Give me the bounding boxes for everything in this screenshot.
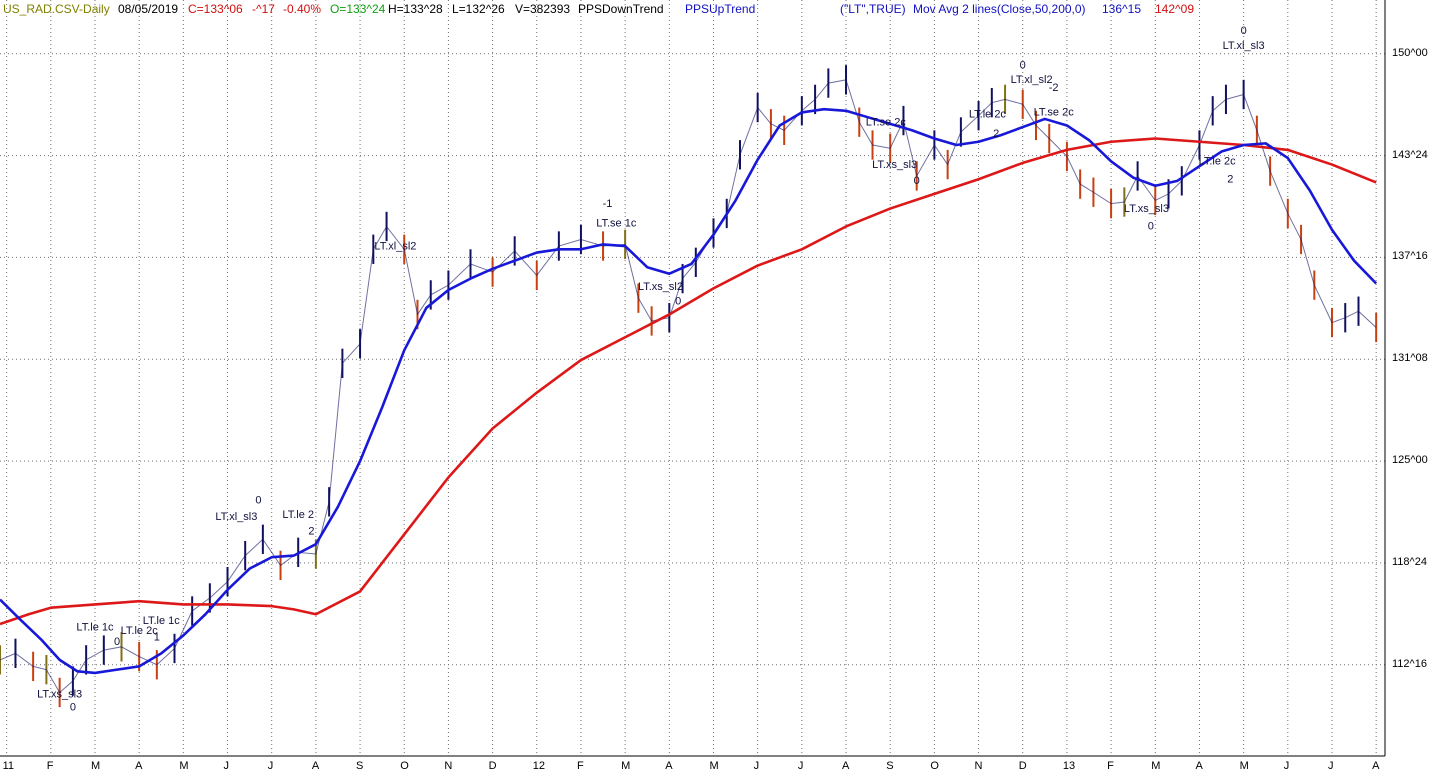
time-tick-label: D	[1018, 760, 1027, 772]
signal-label: LT.xs_sl3	[872, 159, 917, 171]
time-tick-label: M	[709, 760, 719, 772]
time-tick-label: J	[753, 760, 760, 772]
signal-label: 0	[914, 175, 920, 187]
signal-label: LT.xl_sl3	[215, 511, 257, 523]
ma200-value: 142^09	[1155, 2, 1194, 16]
price-tick-label: 125^00	[1392, 454, 1428, 467]
signal-label: -1	[603, 198, 613, 210]
time-tick-label: M	[1151, 760, 1161, 772]
signal-label: LT.le 1c	[76, 622, 114, 634]
signal-label: 2	[993, 128, 999, 140]
signal-label: 2	[1227, 173, 1233, 185]
close-price-line	[0, 79, 1377, 694]
time-tick-label: D	[488, 760, 497, 772]
signal-label: 2	[308, 525, 314, 537]
time-tick-label: F	[46, 760, 54, 772]
time-tick-label: M	[621, 760, 631, 772]
time-tick-label: M	[1239, 760, 1249, 772]
price-tick-label: 131^08	[1392, 352, 1428, 365]
price-tick-label: 137^16	[1392, 250, 1428, 263]
price-tick-label: 150^00	[1392, 46, 1428, 59]
time-tick-label: S	[356, 760, 364, 772]
change-label: -^17	[252, 2, 275, 16]
time-tick-label: J	[1327, 760, 1334, 772]
grid	[0, 0, 1385, 756]
high-label: H=133^28	[388, 2, 443, 16]
price-tick-label: 143^24	[1392, 148, 1428, 161]
signal-label: 0	[70, 701, 76, 713]
ma50-value: 136^15	[1102, 2, 1141, 16]
time-tick-label: N	[444, 760, 453, 772]
close-label: C=133^06	[188, 2, 243, 16]
volume-label: V=382393	[515, 2, 571, 16]
signal-label: 1	[154, 631, 160, 643]
signal-label: LT.le 2c	[969, 108, 1007, 120]
time-tick-label: A	[1372, 760, 1380, 772]
signal-label: -2	[1049, 82, 1059, 94]
symbol-label: US_RAD.CSV-Daily	[3, 2, 110, 16]
time-tick-label: 11	[2, 760, 15, 772]
date-label: 08/05/2019	[118, 2, 179, 16]
time-tick-label: 13	[1062, 760, 1076, 772]
signal-label: 0	[1241, 25, 1247, 37]
pct-label: -0.40%	[283, 2, 322, 16]
signal-label: 0	[255, 494, 261, 506]
signal-label: LT.xs_sl3	[37, 688, 82, 700]
time-tick-label: S	[886, 760, 894, 772]
signal-label: 0	[1020, 59, 1026, 71]
signal-label: LT.xs_sl3	[1124, 203, 1169, 215]
ma200-line	[0, 137, 1377, 626]
time-tick-label: A	[135, 760, 143, 772]
time-tick-label: F	[1107, 760, 1114, 772]
signal-label: LT.le 2c	[1199, 156, 1237, 168]
time-tick-label: M	[179, 760, 189, 772]
signal-label: LT.xl_sl2	[1011, 74, 1053, 86]
time-tick-label: J	[1283, 760, 1290, 772]
ma50-line	[0, 107, 1378, 675]
time-tick-label: F	[576, 760, 584, 772]
signal-label: 0	[1148, 221, 1154, 233]
signal-label: LT.xl_sl3	[1223, 40, 1265, 52]
indicator-mov-avg: Mov Avg 2 lines(Close,50,200,0)	[913, 2, 1086, 16]
indicator-lt: ("LT",TRUE)	[840, 2, 906, 16]
time-tick-label: O	[400, 760, 409, 772]
time-tick-label: A	[1195, 760, 1203, 772]
indicator-ppsdowntrend: PPSDownTrend	[578, 2, 664, 16]
price-tick-label: 112^16	[1392, 657, 1427, 670]
time-tick-label: 12	[532, 760, 546, 772]
signal-label: 0	[114, 636, 120, 648]
signal-label: LT.le 1c	[143, 615, 181, 627]
open-label: O=133^24	[330, 2, 386, 16]
price-tick-label: 118^24	[1392, 555, 1427, 568]
low-label: L=132^26	[452, 2, 505, 16]
time-tick-label: O	[930, 760, 939, 772]
signal-label: LT.se 1c	[596, 217, 637, 229]
indicator-ppsuptrend: PPSUpTrend	[685, 2, 756, 16]
time-tick-label: A	[842, 760, 850, 772]
signal-label: LT.xl_sl2	[374, 240, 416, 252]
time-tick-label: A	[311, 760, 320, 772]
signal-label: LT.le 2c	[121, 625, 159, 637]
signal-label: LT.xs_sl2	[638, 281, 683, 293]
time-tick-label: N	[974, 760, 983, 772]
signal-label: LT.se 2c	[866, 116, 907, 128]
signal-label: LT.le 2	[282, 509, 314, 521]
signal-label: LT.se 2c	[1034, 107, 1075, 119]
time-tick-label: J	[223, 760, 230, 772]
moving-average-lines	[0, 107, 1378, 675]
time-tick-label: J	[797, 760, 804, 772]
time-tick-label: A	[665, 760, 673, 772]
time-tick-label: J	[267, 760, 274, 772]
time-tick-label: M	[90, 760, 101, 772]
signal-label: 0	[675, 296, 681, 308]
